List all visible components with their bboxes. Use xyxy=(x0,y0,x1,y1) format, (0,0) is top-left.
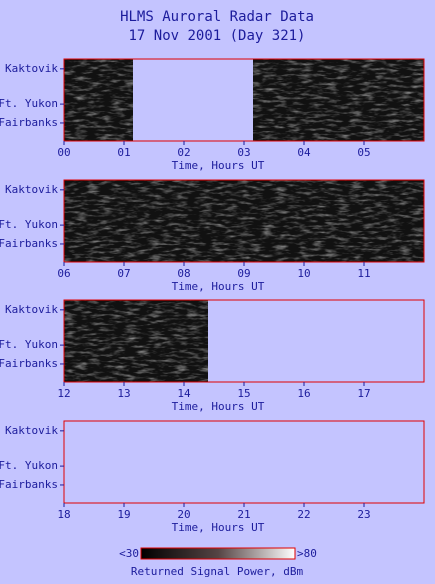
x-tick-label: 04 xyxy=(297,146,311,159)
x-tick-label: 17 xyxy=(357,387,370,400)
x-tick-label: 08 xyxy=(177,267,190,280)
x-tick-label: 00 xyxy=(57,146,70,159)
x-tick-label: 07 xyxy=(117,267,130,280)
y-label: Ft. Yukon xyxy=(0,459,58,472)
x-axis-label: Time, Hours UT xyxy=(172,280,265,293)
x-tick-label: 01 xyxy=(117,146,130,159)
radar-texture xyxy=(64,180,424,262)
subtitle: 17 Nov 2001 (Day 321) xyxy=(128,28,305,44)
colorbar-label: >80 xyxy=(297,547,317,560)
y-label: Fairbanks xyxy=(0,116,58,129)
x-tick-label: 06 xyxy=(57,267,70,280)
x-tick-label: 09 xyxy=(237,267,250,280)
x-tick-label: 19 xyxy=(117,508,130,521)
y-label: Fairbanks xyxy=(0,357,58,370)
x-tick-label: 16 xyxy=(297,387,310,400)
x-tick-label: 14 xyxy=(177,387,191,400)
x-tick-label: 18 xyxy=(57,508,70,521)
colorbar-label: <30 xyxy=(119,547,139,560)
x-tick-label: 21 xyxy=(237,508,250,521)
radar-texture xyxy=(64,59,133,141)
x-axis-label: Time, Hours UT xyxy=(172,159,265,172)
x-tick-label: 03 xyxy=(237,146,250,159)
x-axis-label: Time, Hours UT xyxy=(172,521,265,534)
y-label: Kaktovik xyxy=(5,183,58,196)
x-tick-label: 12 xyxy=(57,387,70,400)
y-label: Fairbanks xyxy=(0,237,58,250)
y-label: Kaktovik xyxy=(5,62,58,75)
x-tick-label: 02 xyxy=(177,146,190,159)
x-tick-label: 10 xyxy=(297,267,310,280)
y-label: Fairbanks xyxy=(0,478,58,491)
x-tick-label: 05 xyxy=(357,146,370,159)
radar-texture xyxy=(253,59,424,141)
y-label: Kaktovik xyxy=(5,303,58,316)
x-tick-label: 11 xyxy=(357,267,370,280)
x-axis-label: Time, Hours UT xyxy=(172,400,265,413)
y-label: Ft. Yukon xyxy=(0,218,58,231)
x-tick-label: 13 xyxy=(117,387,130,400)
x-tick-label: 15 xyxy=(237,387,250,400)
x-tick-label: 20 xyxy=(177,508,190,521)
radar-texture xyxy=(64,300,208,382)
title: HLMS Auroral Radar Data xyxy=(120,9,314,25)
x-tick-label: 22 xyxy=(297,508,310,521)
y-label: Ft. Yukon xyxy=(0,97,58,110)
y-label: Ft. Yukon xyxy=(0,338,58,351)
colorbar xyxy=(140,547,296,560)
x-tick-label: 23 xyxy=(357,508,370,521)
y-label: Kaktovik xyxy=(5,424,58,437)
colorbar-title: Returned Signal Power, dBm xyxy=(131,565,304,578)
